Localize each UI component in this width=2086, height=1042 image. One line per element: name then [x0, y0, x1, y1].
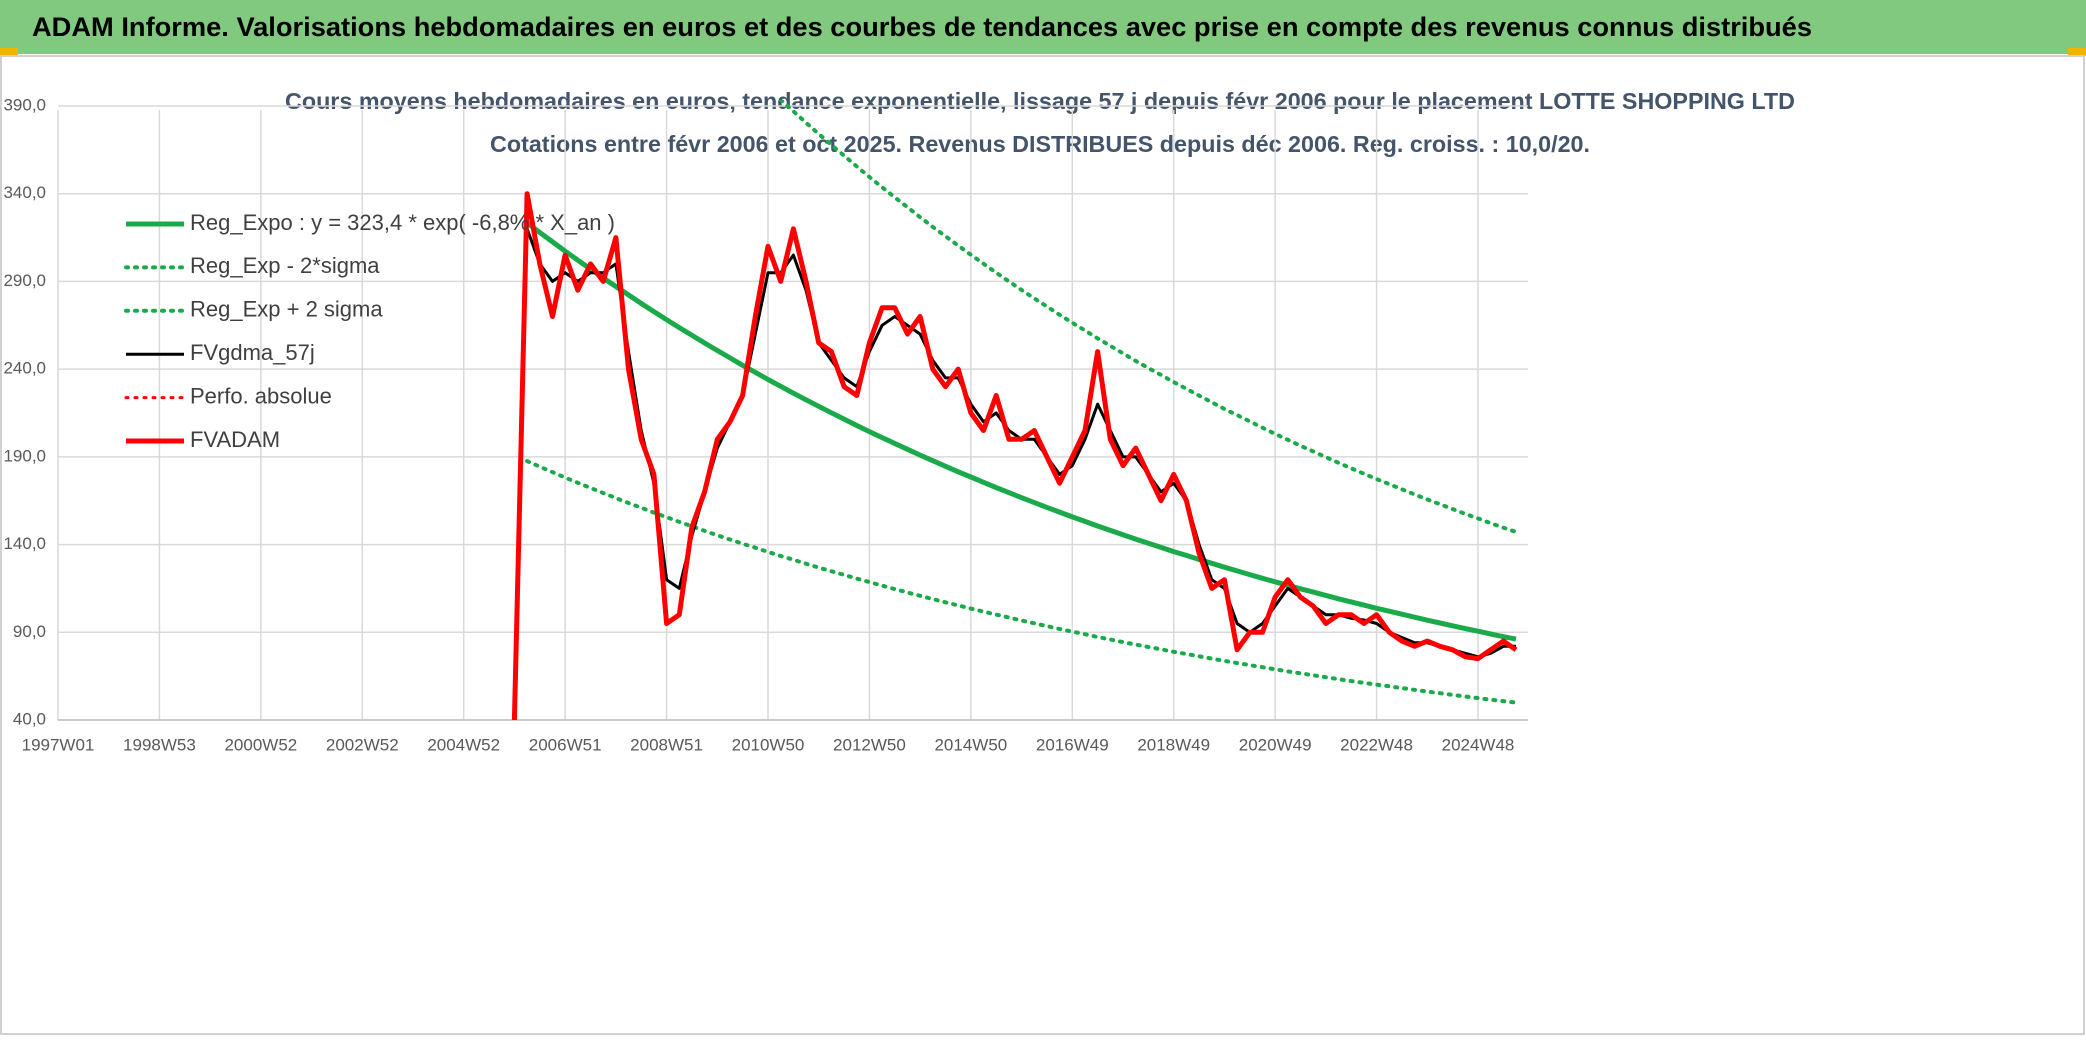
corner-mark	[2068, 48, 2086, 56]
legend-label: FVgdma_57j	[190, 340, 315, 365]
x-tick-label: 2012W50	[833, 735, 906, 754]
x-tick-label: 2004W52	[427, 735, 500, 754]
legend-label: Perfo. absolue	[190, 383, 332, 408]
corner-mark	[0, 48, 18, 56]
y-tick-label: 340,0	[3, 183, 46, 202]
y-tick-label: 140,0	[3, 534, 46, 553]
grid: 40,0 90,0 140,0 190,0 240,0 290,0 340,0 390,0 19…	[3, 95, 1528, 754]
x-tick-label: 2000W52	[224, 735, 297, 754]
series-line	[778, 100, 1518, 534]
x-tick-label: 2006W51	[529, 735, 602, 754]
page-header: ADAM Informe. Valorisations hebdomadaire…	[32, 12, 1812, 42]
legend: Reg_Expo : y = 323,4 * exp( -6,8% * X_an…	[124, 210, 615, 452]
y-tick-label: 90,0	[13, 622, 46, 641]
plot-area	[511, 100, 1518, 721]
y-tick-label: 190,0	[3, 446, 46, 465]
series-line	[511, 191, 1518, 721]
x-tick-label: 2008W51	[630, 735, 703, 754]
y-tick-label: 390,0	[3, 95, 46, 114]
x-tick-label: 1997W01	[22, 735, 95, 754]
y-tick-label: 290,0	[3, 271, 46, 290]
x-tick-label: 2014W50	[934, 735, 1007, 754]
x-tick-label: 2002W52	[326, 735, 399, 754]
series-line	[525, 459, 1518, 705]
chart-subtitle: Cotations entre févr 2006 et oct 2025. R…	[490, 131, 1590, 157]
series-line	[525, 220, 1517, 642]
chart-title: Cours moyens hebdomadaires en euros, ten…	[285, 88, 1795, 114]
y-tick-label: 240,0	[3, 359, 46, 378]
x-tick-label: 2016W49	[1036, 735, 1109, 754]
legend-label: Reg_Expo : y = 323,4 * exp( -6,8% * X_an…	[190, 210, 615, 235]
x-tick-label: 1998W53	[123, 735, 196, 754]
x-tick-label: 2018W49	[1137, 735, 1210, 754]
header-bar	[0, 0, 2086, 54]
legend-label: Reg_Exp - 2*sigma	[190, 253, 380, 278]
x-tick-label: 2020W49	[1239, 735, 1312, 754]
y-tick-label: 40,0	[13, 709, 46, 728]
x-tick-label: 2010W50	[732, 735, 805, 754]
x-tick-label: 2022W48	[1340, 735, 1413, 754]
legend-label: FVADAM	[190, 427, 280, 452]
x-tick-label: 2024W48	[1442, 735, 1515, 754]
legend-label: Reg_Exp + 2 sigma	[190, 297, 383, 322]
frame	[0, 55, 2085, 1035]
